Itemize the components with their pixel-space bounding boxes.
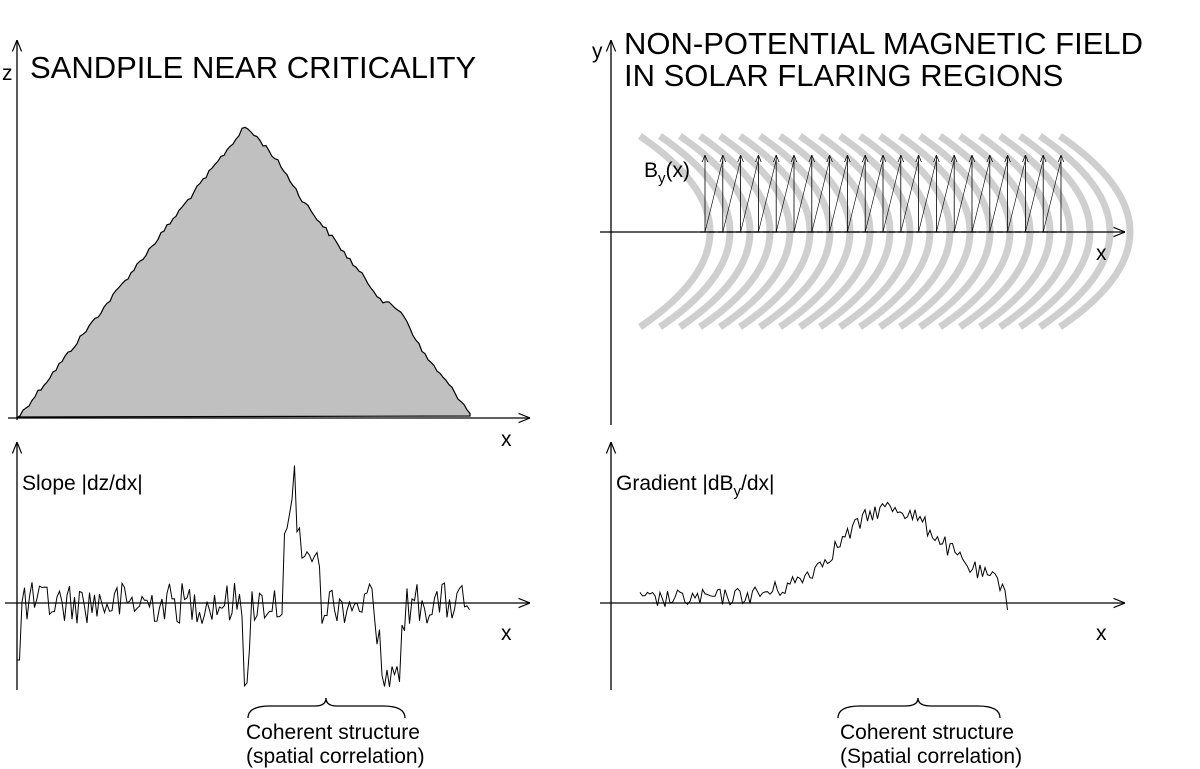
bracket-label: (Spatial correlation) <box>840 745 1022 768</box>
field-link <box>989 159 1008 233</box>
gradient-curve <box>639 501 1008 611</box>
bracket <box>247 697 406 719</box>
field-link <box>936 159 955 233</box>
subscript: y <box>734 483 742 500</box>
field-line <box>1058 133 1134 330</box>
bracket-label: Coherent structure <box>246 721 420 744</box>
slope-curve <box>17 465 470 688</box>
axis-label: y <box>592 40 603 63</box>
field-link <box>971 159 991 233</box>
field-link <box>811 159 830 233</box>
title: SANDPILE NEAR CRITICALITY <box>30 50 476 85</box>
field-label: By(x) <box>644 159 690 187</box>
field-link <box>1025 159 1044 233</box>
axis-label: x <box>1096 242 1107 265</box>
panel-label: Gradient |dBy/dx| <box>616 472 775 500</box>
bracket-label: (spatial correlation) <box>246 745 425 768</box>
field-link <box>829 159 848 233</box>
field-link <box>740 159 759 233</box>
title: NON-POTENTIAL MAGNETIC FIELD <box>624 26 1143 61</box>
field-link <box>775 159 795 233</box>
field-link <box>1042 159 1062 233</box>
field-link <box>793 159 813 233</box>
field-link <box>847 159 866 233</box>
text: /dx| <box>741 472 774 495</box>
text: Gradient |dB <box>616 472 734 495</box>
bracket <box>837 697 1001 719</box>
field-link <box>1007 159 1026 233</box>
text: B <box>644 159 658 182</box>
axis-label: z <box>2 62 13 85</box>
sandpile <box>15 126 471 418</box>
field-link <box>953 159 973 233</box>
text: (x) <box>666 159 691 182</box>
field-link <box>882 159 902 233</box>
field-link <box>918 159 937 233</box>
axis-label: x <box>501 428 512 451</box>
axis-label: x <box>1096 622 1107 645</box>
panel-label: Slope |dz/dx| <box>22 472 143 495</box>
bracket-label: Coherent structure <box>840 721 1014 744</box>
field-link <box>900 159 919 233</box>
field-link <box>704 159 724 233</box>
title: IN SOLAR FLARING REGIONS <box>624 58 1063 93</box>
field-link <box>864 159 884 233</box>
field-link <box>722 159 741 233</box>
axis-label: x <box>501 622 512 645</box>
subscript: y <box>658 170 666 187</box>
field-link <box>758 159 777 233</box>
